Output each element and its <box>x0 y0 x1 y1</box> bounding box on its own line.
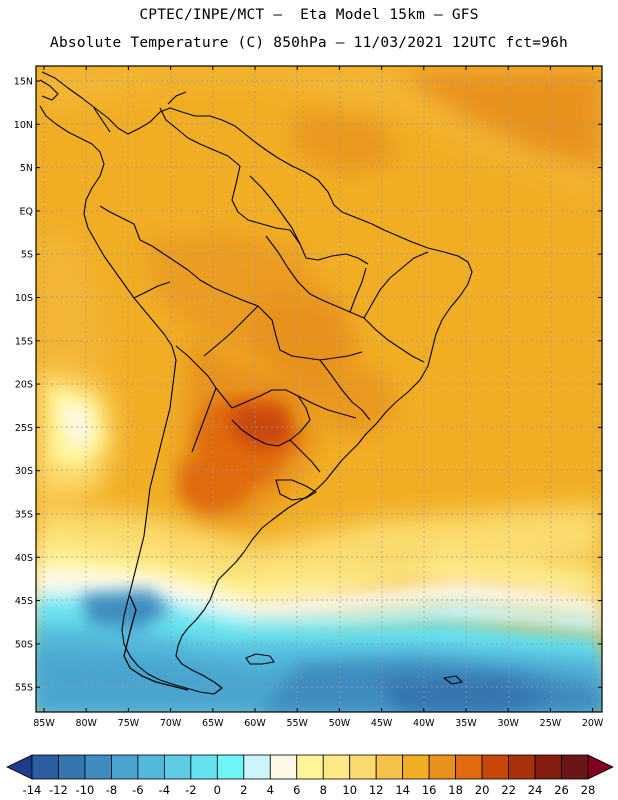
colorbar-tick-label: -14 <box>23 783 42 797</box>
chart-title-line-1: CPTEC/INPE/MCT – Eta Model 15km – GFS <box>139 7 479 23</box>
colorbar-swatch <box>561 754 589 780</box>
colorbar-tick-label: 12 <box>369 783 384 797</box>
colorbar-tick-label: 26 <box>554 783 569 797</box>
latitude-tick-label: 25S <box>15 423 33 434</box>
coastline <box>39 71 473 695</box>
longitude-tick-label: 20W <box>582 718 604 729</box>
colorbar-swatch <box>402 754 430 780</box>
colorbar-swatch <box>111 754 139 780</box>
temperature-field <box>36 66 602 712</box>
colorbar-tick-label: 2 <box>240 783 247 797</box>
colorbar-tick-label: 14 <box>395 783 410 797</box>
colorbar-swatch <box>190 754 218 780</box>
latitude-tick-label: 5S <box>21 250 33 261</box>
colorbar-tick-label: -2 <box>185 783 196 797</box>
colorbar-tick-label: 6 <box>293 783 300 797</box>
latitude-tick-label: 40S <box>15 553 33 564</box>
latitude-tick-label: 20S <box>15 380 33 391</box>
longitude-tick-label: 25W <box>540 718 562 729</box>
longitude-tick-label: 65W <box>202 718 224 729</box>
colorbar-swatch <box>428 754 457 780</box>
latitude-tick-label: 15N <box>14 77 33 88</box>
latitude-tick-label: 50S <box>15 639 33 650</box>
latitude-tick-label: 30S <box>15 466 33 477</box>
longitude-tick-label: 35W <box>455 718 477 729</box>
latitude-tick-label: 55S <box>15 683 33 694</box>
axis-ticks <box>36 66 602 712</box>
colorbar-tick-label: 8 <box>320 783 327 797</box>
colorbar-tick-label: 0 <box>214 783 221 797</box>
colorbar-tick-label: -12 <box>49 783 68 797</box>
colorbar-labels: -14 -12 -10 -8 -6 -4 -2 0 2 4 6 8 10 12 14 16 18 20 22 24 26… <box>23 783 596 797</box>
colorbar-swatch <box>375 754 404 780</box>
gridlines <box>36 66 602 712</box>
chart-title-line-2: Absolute Temperature (C) 850hPa – 11/03/… <box>50 35 568 51</box>
colorbar-swatch <box>269 754 298 780</box>
colorbar-swatch <box>534 754 562 780</box>
latitude-tick-label: 35S <box>15 510 33 521</box>
colorbar-tick-label: -4 <box>159 783 170 797</box>
colorbar-swatch <box>349 754 377 780</box>
colorbar-high-arrow <box>587 754 614 780</box>
colorbar-tick-label: 28 <box>581 783 596 797</box>
colorbar-swatch <box>84 754 112 780</box>
longitude-axis-labels: 85W 80W 75W 70W 65W 60W 55W 50W 45W 40W 35W 30W 25W 2… <box>33 718 604 729</box>
latitude-tick-label: 5N <box>20 163 33 174</box>
colorbar-swatch <box>322 754 351 780</box>
longitude-tick-label: 75W <box>118 718 140 729</box>
colorbar-swatch <box>31 754 59 780</box>
longitude-tick-label: 70W <box>160 718 182 729</box>
colorbar-swatch <box>58 754 86 780</box>
longitude-tick-label: 45W <box>371 718 393 729</box>
longitude-tick-label: 80W <box>75 718 97 729</box>
colorbar-swatch <box>243 754 271 780</box>
longitude-tick-label: 85W <box>33 718 55 729</box>
colorbar-swatch <box>137 754 165 780</box>
longitude-tick-label: 50W <box>329 718 351 729</box>
latitude-tick-label: 15S <box>15 336 33 347</box>
colorbar-tick-label: -10 <box>76 783 95 797</box>
colorbar-tick-label: 18 <box>448 783 463 797</box>
colorbar-swatch <box>481 754 509 780</box>
colorbar-swatch <box>216 754 245 780</box>
colorbar-tick-label: 22 <box>501 783 516 797</box>
colorbar-tick-label: -6 <box>132 783 143 797</box>
colorbar <box>6 754 614 780</box>
longitude-tick-label: 40W <box>413 718 435 729</box>
latitude-tick-label: 10S <box>15 293 33 304</box>
colorbar-tick-label: 10 <box>342 783 357 797</box>
longitude-tick-label: 30W <box>497 718 519 729</box>
latitude-tick-label: 10N <box>14 120 33 131</box>
colorbar-tick-label: 16 <box>422 783 437 797</box>
latitude-axis-labels: 15N 10N 5N EQ 5S 10S 15S 20S 25S 30S 35S 40S 45S 50S 5… <box>14 77 33 694</box>
colorbar-tick-label: 4 <box>267 783 274 797</box>
latitude-tick-label: EQ <box>20 206 33 217</box>
colorbar-tick-label: -8 <box>106 783 117 797</box>
colorbar-swatch <box>163 754 192 780</box>
colorbar-swatch <box>455 754 483 780</box>
colorbar-tick-label: 24 <box>528 783 543 797</box>
longitude-tick-label: 60W <box>244 718 266 729</box>
colorbar-swatch <box>508 754 536 780</box>
plot-frame <box>35 65 603 713</box>
colorbar-low-arrow <box>6 754 33 780</box>
longitude-tick-label: 55W <box>286 718 308 729</box>
colorbar-tick-label: 20 <box>475 783 490 797</box>
colorbar-swatch <box>296 754 324 780</box>
latitude-tick-label: 45S <box>15 596 33 607</box>
